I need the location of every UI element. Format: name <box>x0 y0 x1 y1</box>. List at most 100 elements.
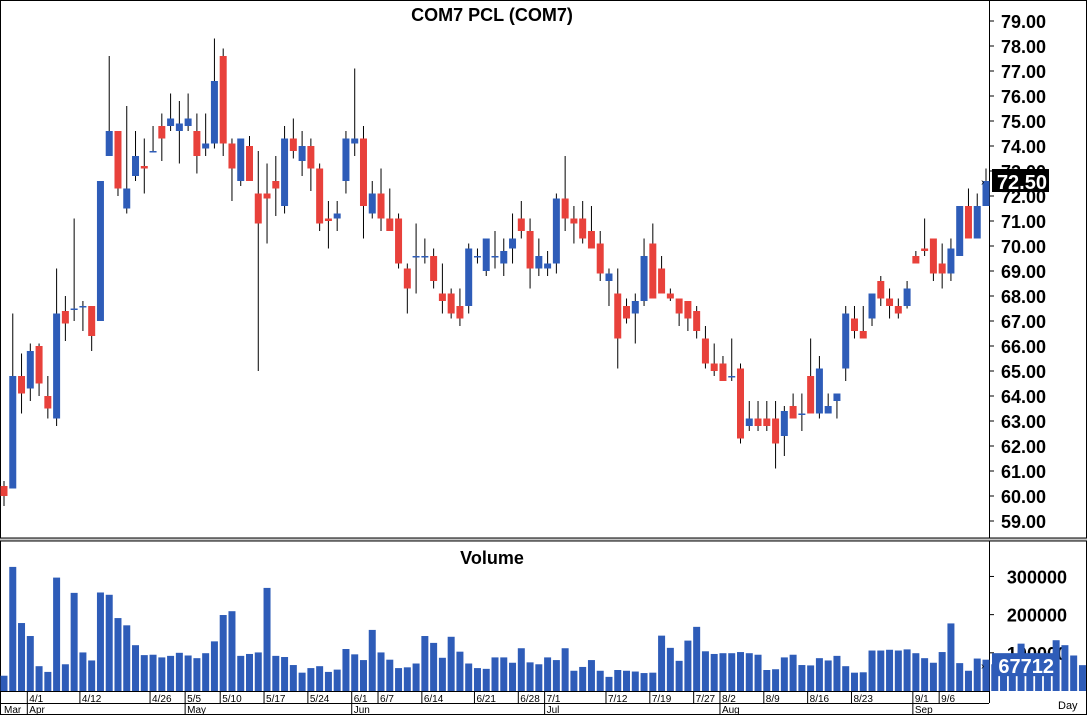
volume-bar <box>53 577 61 691</box>
x-month-label: Jun <box>354 705 370 715</box>
price-tick-label: 62.00 <box>1001 437 1046 457</box>
volume-bar <box>579 666 587 691</box>
volume-bar <box>868 650 876 691</box>
volume-bar <box>351 654 359 691</box>
volume-bar <box>281 657 289 691</box>
price-tick-label: 70.00 <box>1001 237 1046 257</box>
volume-bar <box>719 653 727 691</box>
candle-body-down <box>430 256 438 281</box>
candle-body-up <box>509 238 517 249</box>
candle-body-down <box>850 318 858 331</box>
price-tick-label: 63.00 <box>1001 412 1046 432</box>
volume-bar <box>973 658 981 691</box>
candle-body-up <box>842 313 850 369</box>
x-tick-label: 4/1 <box>29 694 43 705</box>
candle-body-up <box>973 206 981 239</box>
candle-body-up <box>535 256 543 269</box>
volume-bar <box>96 592 104 691</box>
volume-bar <box>123 625 131 691</box>
candle-body-down <box>754 418 762 426</box>
volume-bar <box>631 671 639 691</box>
x-axis-unit-label: Day <box>1058 700 1078 712</box>
volume-bar <box>500 657 508 691</box>
volume-bar <box>219 615 227 691</box>
candle-body-up <box>780 411 788 436</box>
volume-bar <box>167 655 175 691</box>
candle-body-up <box>728 376 736 378</box>
candle-body-down <box>114 131 122 189</box>
volume-bar <box>316 666 324 691</box>
candle-body-up <box>96 181 104 321</box>
x-axis: 4/1 4/12 4/26 5/5 5/10 5/17 5/24 6/1 6/7 6/14 6/21… <box>0 691 989 716</box>
x-tick-label: 5/17 <box>266 694 286 705</box>
volume-chart-title: Volume <box>460 548 524 568</box>
candle-body-down <box>921 248 929 251</box>
x-tick-label: 4/26 <box>152 694 172 705</box>
volume-bar <box>526 662 534 691</box>
volume-bar <box>491 657 499 691</box>
volume-bar <box>903 649 911 691</box>
last-volume-label: 67712 <box>998 656 1054 678</box>
x-tick-label: 6/28 <box>520 694 540 705</box>
candle-body-down <box>859 331 867 339</box>
price-tick-label: 64.00 <box>1001 387 1046 407</box>
volume-bar <box>246 653 253 691</box>
candle-body-up <box>640 256 648 301</box>
price-tick-label: 67.00 <box>1001 312 1046 332</box>
price-tick-label: 75.00 <box>1001 112 1046 132</box>
candle-body-up <box>184 118 192 126</box>
candle-body-down <box>596 243 604 274</box>
candle-body-down <box>193 131 201 156</box>
last-price-badge <box>992 169 1049 192</box>
candle-body-down <box>44 396 52 409</box>
x-month-label: Sep <box>915 705 933 715</box>
volume-bar <box>386 659 394 691</box>
candle-body-down <box>158 126 166 139</box>
volume-bar <box>430 642 438 691</box>
volume-bar <box>482 668 490 691</box>
candle-body-down <box>61 311 69 324</box>
candle-body-down <box>938 263 946 274</box>
candle-body-up <box>9 376 17 489</box>
candle-body-down <box>666 293 674 299</box>
candle-body-up <box>132 156 140 176</box>
volume-bar <box>701 651 709 691</box>
candle-body-down <box>526 231 534 269</box>
volume-bar <box>789 654 797 691</box>
candle-body-up <box>70 308 78 310</box>
candle-body-down <box>658 268 666 294</box>
x-tick-label: 6/1 <box>354 694 368 705</box>
candle-body-down <box>140 166 148 169</box>
volume-bar <box>1052 640 1060 691</box>
candle-body-down <box>649 243 657 299</box>
candle-body-down <box>964 206 972 239</box>
price-tick-label: 78.00 <box>1001 37 1046 57</box>
volume-bar <box>693 626 701 691</box>
x-tick-label: 8/2 <box>722 694 736 705</box>
candle-body-down <box>886 298 894 306</box>
candle-body-up <box>605 273 613 281</box>
volume-bar <box>710 653 718 691</box>
volume-bar <box>202 653 210 691</box>
volume-bar <box>1070 655 1078 691</box>
price-tick-label: 71.00 <box>1001 212 1046 232</box>
volume-bar <box>614 670 622 691</box>
candle-body-up <box>903 288 911 306</box>
x-tick-label: 5/5 <box>187 694 201 705</box>
volume-bar <box>184 655 192 691</box>
candle-body-down <box>684 301 692 319</box>
volume-bar <box>509 662 517 691</box>
candle-body-down <box>894 306 902 314</box>
volume-bar <box>447 636 455 691</box>
candle-body-up <box>552 198 560 264</box>
x-month-label: Jul <box>547 705 560 715</box>
volume-bar <box>552 660 560 691</box>
volume-bar <box>473 668 481 691</box>
volume-bar <box>289 665 297 691</box>
volume-bar <box>807 665 815 691</box>
volume-bar <box>587 660 595 691</box>
volume-bar <box>237 655 245 691</box>
candle-body-down <box>35 346 43 384</box>
candle-body-down <box>324 218 332 221</box>
